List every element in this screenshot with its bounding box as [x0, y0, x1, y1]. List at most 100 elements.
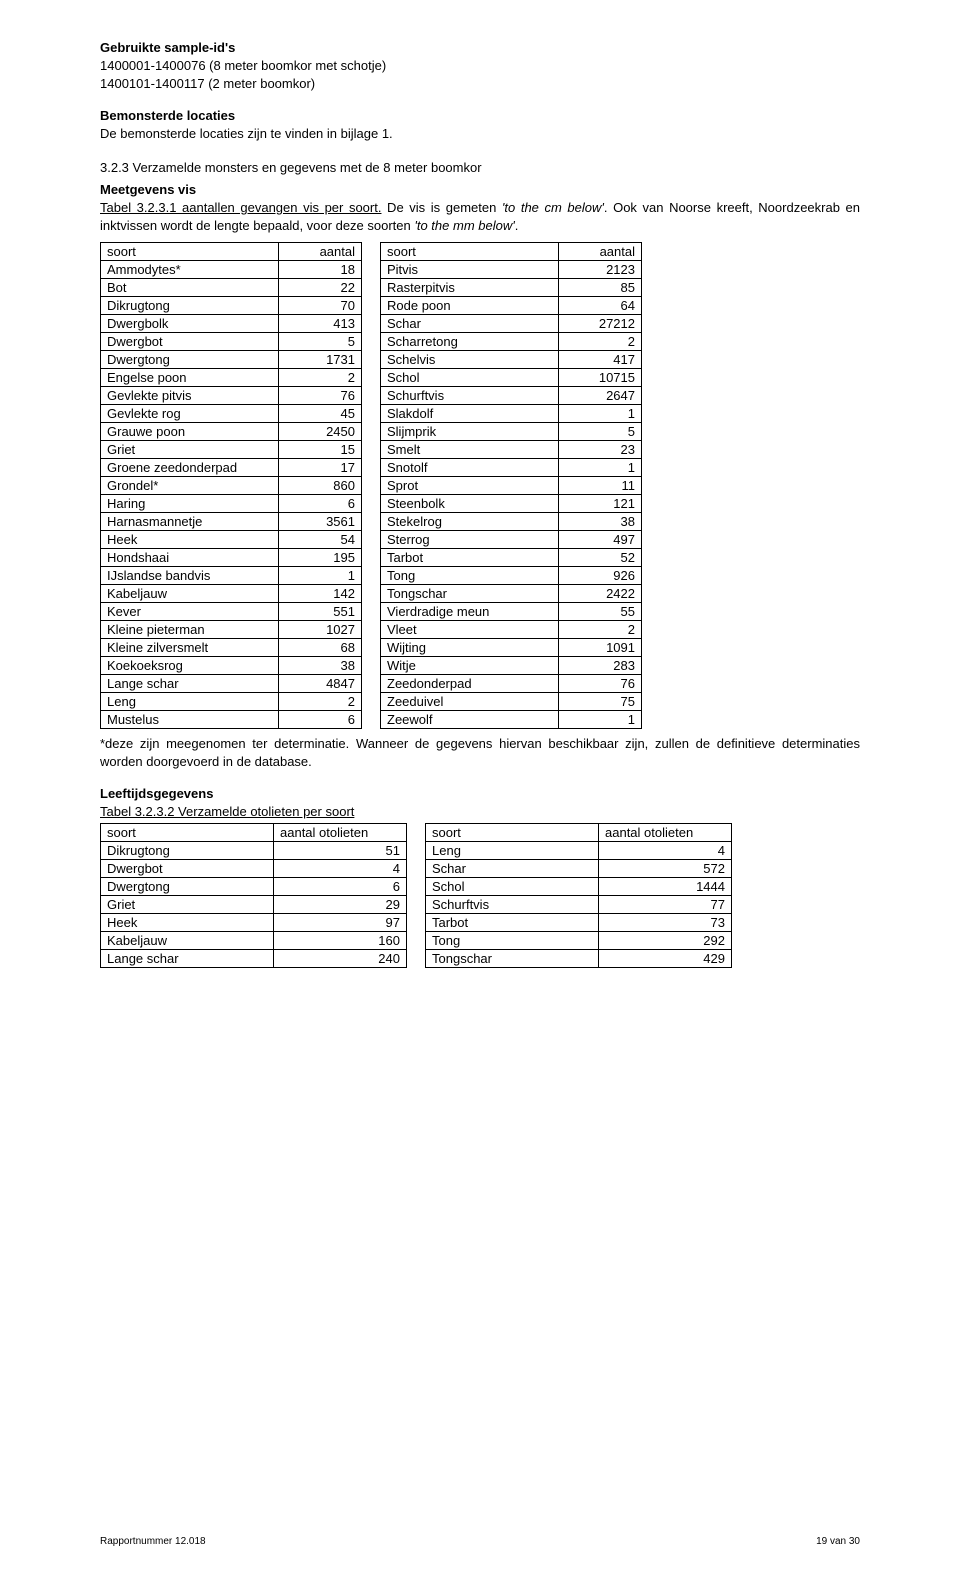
cell-value: 70 — [279, 297, 362, 315]
table-row: Engelse poon2 — [101, 369, 362, 387]
heading-age-data: Leeftijdsgegevens — [100, 786, 860, 801]
cell-value: 5 — [279, 333, 362, 351]
table-row: Heek97 — [101, 913, 407, 931]
table-2-wrap: soort aantal otolieten Dikrugtong51Dwerg… — [100, 823, 860, 968]
cell-name: Rasterpitvis — [381, 279, 559, 297]
cell-value: 54 — [279, 531, 362, 549]
table-1-left: soort aantal Ammodytes*18Bot22Dikrugtong… — [100, 242, 362, 729]
cell-name: Engelse poon — [101, 369, 279, 387]
cell-name: Kabeljauw — [101, 931, 274, 949]
table-row: Haring6 — [101, 495, 362, 513]
cell-value: 55 — [559, 603, 642, 621]
cell-name: Griet — [101, 895, 274, 913]
table-header-row: soort aantal otolieten — [101, 823, 407, 841]
cell-name: Lange schar — [101, 675, 279, 693]
table-row: Dwergbot5 — [101, 333, 362, 351]
cell-name: Schelvis — [381, 351, 559, 369]
cell-name: Kabeljauw — [101, 585, 279, 603]
caption-text-1: De vis is gemeten — [381, 200, 501, 215]
table-row: Grauwe poon2450 — [101, 423, 362, 441]
col-header: aantal otolieten — [274, 823, 407, 841]
cell-name: Heek — [101, 913, 274, 931]
table-row: Lange schar4847 — [101, 675, 362, 693]
cell-value: 572 — [599, 859, 732, 877]
cell-name: Slakdolf — [381, 405, 559, 423]
cell-value: 6 — [279, 495, 362, 513]
page: Gebruikte sample-id's 1400001-1400076 (8… — [0, 0, 960, 1572]
table-row: Schol10715 — [381, 369, 642, 387]
cell-name: Pitvis — [381, 261, 559, 279]
table-row: Scharretong2 — [381, 333, 642, 351]
cell-name: Grauwe poon — [101, 423, 279, 441]
cell-name: Kleine zilversmelt — [101, 639, 279, 657]
cell-value: 2 — [559, 333, 642, 351]
cell-value: 3561 — [279, 513, 362, 531]
table-row: Vleet2 — [381, 621, 642, 639]
table-row: Griet29 — [101, 895, 407, 913]
sample-ids-block: Gebruikte sample-id's 1400001-1400076 (8… — [100, 40, 860, 92]
cell-name: Koekoeksrog — [101, 657, 279, 675]
table-row: Lange schar240 — [101, 949, 407, 967]
cell-value: 22 — [279, 279, 362, 297]
cell-name: Dwergbolk — [101, 315, 279, 333]
cell-value: 4 — [274, 859, 407, 877]
table-row: Tongschar2422 — [381, 585, 642, 603]
table-row: Heek54 — [101, 531, 362, 549]
table-row: Vierdradige meun55 — [381, 603, 642, 621]
cell-name: Grondel* — [101, 477, 279, 495]
cell-value: 27212 — [559, 315, 642, 333]
cell-name: Tongschar — [381, 585, 559, 603]
table-row: Ammodytes*18 — [101, 261, 362, 279]
page-footer: Rapportnummer 12.018 19 van 30 — [100, 1536, 860, 1547]
cell-name: Schar — [381, 315, 559, 333]
table-row: Mustelus6 — [101, 711, 362, 729]
footer-right: 19 van 30 — [816, 1536, 860, 1547]
cell-value: 2 — [279, 693, 362, 711]
cell-value: 6 — [274, 877, 407, 895]
locations-block: Bemonsterde locaties De bemonsterde loca… — [100, 108, 860, 143]
cell-value: 195 — [279, 549, 362, 567]
table-row: Kabeljauw142 — [101, 585, 362, 603]
cell-name: Tarbot — [381, 549, 559, 567]
footer-left: Rapportnummer 12.018 — [100, 1536, 206, 1547]
table-row: Leng2 — [101, 693, 362, 711]
cell-name: Steenbolk — [381, 495, 559, 513]
cell-name: Sprot — [381, 477, 559, 495]
cell-value: 23 — [559, 441, 642, 459]
cell-value: 85 — [559, 279, 642, 297]
cell-value: 142 — [279, 585, 362, 603]
table-row: Kever551 — [101, 603, 362, 621]
cell-name: Tongschar — [426, 949, 599, 967]
table-row: Tarbot73 — [426, 913, 732, 931]
cell-value: 76 — [279, 387, 362, 405]
cell-name: Dwergbot — [101, 859, 274, 877]
cell-value: 52 — [559, 549, 642, 567]
cell-name: Witje — [381, 657, 559, 675]
cell-name: Kleine pieterman — [101, 621, 279, 639]
cell-value: 2450 — [279, 423, 362, 441]
table-row: IJslandse bandvis1 — [101, 567, 362, 585]
table-row: Kleine pieterman1027 — [101, 621, 362, 639]
table-2-right: soort aantal otolieten Leng4Schar572Scho… — [425, 823, 732, 968]
cell-value: 5 — [559, 423, 642, 441]
table-row: Zeedonderpad76 — [381, 675, 642, 693]
sample-id-line-1: 1400001-1400076 (8 meter boomkor met sch… — [100, 57, 860, 75]
table-row: Schelvis417 — [381, 351, 642, 369]
cell-name: Leng — [101, 693, 279, 711]
cell-value: 160 — [274, 931, 407, 949]
cell-value: 97 — [274, 913, 407, 931]
cell-value: 1091 — [559, 639, 642, 657]
cell-value: 10715 — [559, 369, 642, 387]
cell-value: 240 — [274, 949, 407, 967]
cell-value: 75 — [559, 693, 642, 711]
cell-value: 1 — [279, 567, 362, 585]
table-row: Stekelrog38 — [381, 513, 642, 531]
cell-name: Gevlekte rog — [101, 405, 279, 423]
cell-value: 417 — [559, 351, 642, 369]
table-row: Kabeljauw160 — [101, 931, 407, 949]
col-header: aantal — [559, 243, 642, 261]
cell-name: Stekelrog — [381, 513, 559, 531]
cell-value: 860 — [279, 477, 362, 495]
caption-italic-2: 'to the mm below' — [414, 218, 514, 233]
cell-value: 4847 — [279, 675, 362, 693]
